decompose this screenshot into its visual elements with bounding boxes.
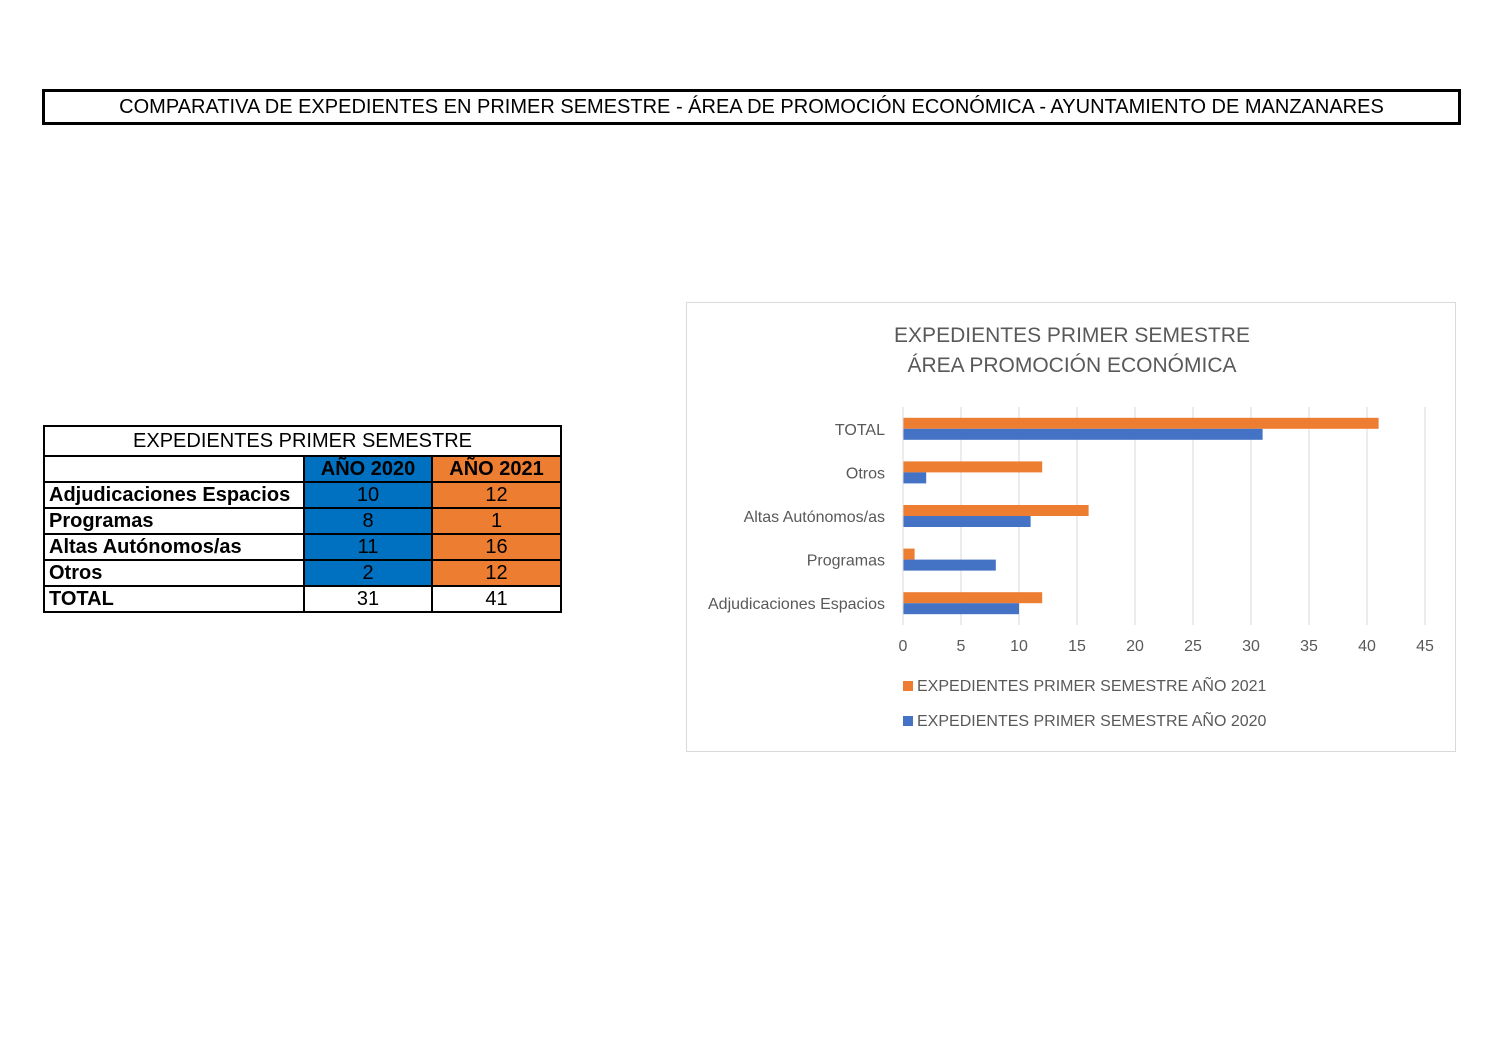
legend-swatch — [903, 716, 913, 726]
bar-2020 — [903, 603, 1019, 615]
chart-title-line2: ÁREA PROMOCIÓN ECONÓMICA — [907, 354, 1237, 377]
cell-2020: 31 — [303, 585, 433, 613]
row-label: TOTAL — [43, 585, 305, 613]
cell-2020: 11 — [303, 533, 433, 561]
category-label: Altas Autónomos/as — [744, 509, 885, 526]
cell-2020: 8 — [303, 507, 433, 535]
x-tick-label: 40 — [1358, 638, 1376, 655]
header-empty-cell — [43, 455, 305, 483]
x-tick-label: 45 — [1416, 638, 1434, 655]
table-row: Otros 2 12 — [43, 559, 562, 587]
chart-area: EXPEDIENTES PRIMER SEMESTRE ÁREA PROMOCI… — [686, 302, 1456, 752]
table-caption: EXPEDIENTES PRIMER SEMESTRE — [43, 425, 562, 457]
x-tick-label: 0 — [899, 638, 908, 655]
x-tick-label: 5 — [957, 638, 966, 655]
x-tick-label: 30 — [1242, 638, 1260, 655]
legend-swatch — [903, 681, 913, 691]
row-label: Altas Autónomos/as — [43, 533, 305, 561]
page-title: COMPARATIVA DE EXPEDIENTES EN PRIMER SEM… — [42, 89, 1461, 125]
category-label: TOTAL — [835, 422, 885, 439]
table-row: Altas Autónomos/as 11 16 — [43, 533, 562, 561]
bar-2020 — [903, 516, 1031, 527]
category-label: Adjudicaciones Espacios — [708, 596, 885, 613]
bar-2021 — [903, 505, 1089, 516]
table-row: Programas 8 1 — [43, 507, 562, 535]
x-tick-label: 20 — [1126, 638, 1144, 655]
category-label: Otros — [846, 465, 885, 482]
x-tick-label: 25 — [1184, 638, 1202, 655]
bar-2021 — [903, 417, 1379, 429]
bar-2021 — [903, 592, 1043, 604]
table-header-row: AÑO 2020 AÑO 2021 — [43, 455, 562, 483]
bar-2020 — [903, 559, 996, 571]
table-caption-row: EXPEDIENTES PRIMER SEMESTRE — [43, 425, 562, 457]
x-tick-label: 10 — [1010, 638, 1028, 655]
cell-2021: 12 — [431, 559, 562, 587]
summary-table: EXPEDIENTES PRIMER SEMESTRE AÑO 2020 AÑO… — [43, 425, 562, 613]
bar-2021 — [903, 548, 915, 560]
x-tick-label: 35 — [1300, 638, 1318, 655]
chart-title: EXPEDIENTES PRIMER SEMESTRE ÁREA PROMOCI… — [687, 321, 1457, 381]
cell-2021: 1 — [431, 507, 562, 535]
bar-2021 — [903, 461, 1043, 473]
bar-2020 — [903, 428, 1263, 440]
legend-label: EXPEDIENTES PRIMER SEMESTRE AÑO 2020 — [917, 710, 1267, 730]
cell-2020: 2 — [303, 559, 433, 587]
cell-2021: 41 — [431, 585, 562, 613]
cell-2020: 10 — [303, 481, 433, 509]
row-label: Adjudicaciones Espacios — [43, 481, 305, 509]
x-tick-label: 15 — [1068, 638, 1086, 655]
bar-chart: 0 5 10 15 20 25 30 35 40 45 Adjudicaciones Espacio… — [708, 407, 1434, 730]
category-label: Programas — [807, 553, 885, 570]
header-2020: AÑO 2020 — [303, 455, 433, 483]
header-2021: AÑO 2021 — [431, 455, 562, 483]
row-label: Otros — [43, 559, 305, 587]
cell-2021: 16 — [431, 533, 562, 561]
table-row: Adjudicaciones Espacios 10 12 — [43, 481, 562, 509]
legend-label: EXPEDIENTES PRIMER SEMESTRE AÑO 2021 — [917, 675, 1267, 695]
bar-2020 — [903, 472, 927, 484]
row-label: Programas — [43, 507, 305, 535]
table-row-total: TOTAL 31 41 — [43, 585, 562, 613]
cell-2021: 12 — [431, 481, 562, 509]
chart-title-line1: EXPEDIENTES PRIMER SEMESTRE — [894, 324, 1250, 347]
